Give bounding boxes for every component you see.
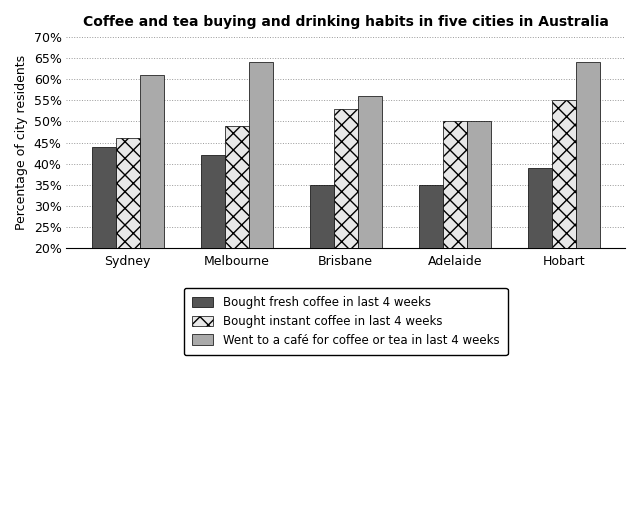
Bar (575, 62, 600, 248)
Title: Coffee and tea buying and drinking habits in five cities in Australia: Coffee and tea buying and drinking habit… (83, 15, 609, 29)
Bar (92, 147, 116, 248)
Bar (249, 62, 273, 248)
Bar (201, 155, 225, 248)
Bar (225, 126, 249, 248)
Bar (528, 168, 552, 248)
Y-axis label: Percentage of city residents: Percentage of city residents (15, 55, 28, 230)
Bar (140, 75, 164, 248)
Bar (419, 185, 443, 248)
Legend: Bought fresh coffee in last 4 weeks, Bought instant coffee in last 4 weeks, Went: Bought fresh coffee in last 4 weeks, Bou… (184, 288, 508, 355)
Bar (358, 96, 381, 248)
Bar (443, 121, 467, 248)
Bar (333, 109, 358, 248)
Bar (310, 185, 333, 248)
Bar (552, 100, 575, 248)
Bar (116, 138, 140, 248)
Bar (467, 121, 491, 248)
